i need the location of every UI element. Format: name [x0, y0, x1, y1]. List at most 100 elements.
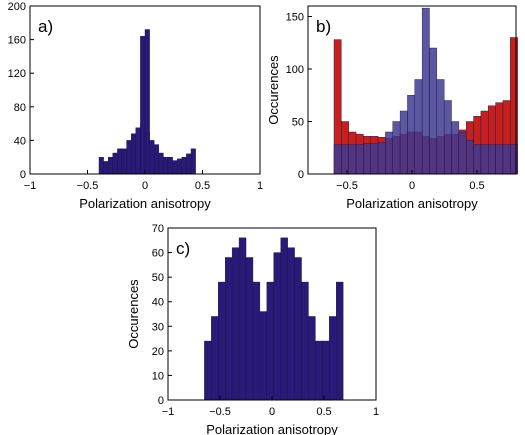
- x-tick-label: 0: [409, 180, 415, 192]
- y-tick-label: 150: [286, 12, 304, 24]
- histogram-bar: [231, 247, 240, 401]
- panel-label: a): [38, 17, 53, 36]
- y-tick-label: 70: [152, 223, 164, 235]
- histogram-bar: [480, 144, 489, 175]
- histogram-bar: [495, 144, 504, 175]
- histogram-bar: [176, 158, 182, 175]
- x-axis-label: Polarization anisotropy: [79, 196, 211, 211]
- y-tick-label: 60: [152, 248, 164, 260]
- histogram-bar: [341, 144, 349, 175]
- histogram-bar: [121, 148, 127, 175]
- histogram-bar: [451, 121, 460, 175]
- histogram-bar: [103, 161, 109, 175]
- histogram-bar: [204, 340, 212, 401]
- histogram-bar: [144, 29, 150, 175]
- histogram-bar: [287, 247, 295, 401]
- histogram-bar: [363, 143, 371, 175]
- histogram-bar: [218, 281, 226, 401]
- histogram-bar: [377, 142, 386, 175]
- histogram-bar: [333, 144, 342, 175]
- y-tick-label: 160: [8, 35, 26, 47]
- y-tick-label: 50: [292, 117, 304, 129]
- y-axis-label: Occurences: [126, 279, 141, 349]
- histogram-bar: [280, 237, 288, 401]
- x-axis-label: Polarization anisotropy: [206, 422, 338, 435]
- histogram-bar: [245, 257, 254, 401]
- histogram-bar: [273, 252, 281, 401]
- x-tick-label: 0.5: [469, 180, 484, 192]
- histogram-bar: [458, 131, 467, 175]
- histogram-bar: [153, 144, 159, 175]
- y-axis-label: Occurences: [0, 55, 3, 125]
- panel-a-chart: −1 −0.5 0 0.5 1 0 40 80 120 160 200 Polarization an…: [0, 1, 263, 211]
- histogram-bar: [211, 316, 219, 401]
- histogram-bar: [414, 79, 423, 175]
- panel-label: b): [316, 17, 331, 36]
- y-tick-label: 40: [14, 135, 26, 147]
- y-axis-label: Occurences: [266, 55, 281, 125]
- y-tick-label: 120: [8, 68, 26, 80]
- histogram-bar: [149, 140, 155, 175]
- histogram-bar: [355, 144, 364, 175]
- y-tick-label: 40: [152, 297, 164, 309]
- histogram-bar: [172, 160, 178, 175]
- histogram-bar: [190, 148, 196, 175]
- x-tick-label: 0.5: [195, 180, 210, 192]
- y-tick-label: 0: [158, 395, 164, 407]
- y-tick-label: 30: [152, 321, 164, 333]
- histogram-bar: [181, 156, 187, 175]
- x-tick-label: −0.5: [336, 180, 358, 192]
- y-tick-label: 0: [298, 169, 304, 181]
- histogram-bar: [225, 257, 233, 401]
- histogram-bar: [130, 133, 136, 175]
- x-tick-label: −1: [24, 180, 37, 192]
- histogram-bar: [294, 257, 302, 401]
- y-tick-label: 80: [14, 102, 26, 114]
- histogram-bar: [399, 110, 408, 175]
- histogram-bar: [98, 156, 104, 175]
- x-tick-label: −1: [162, 406, 175, 418]
- y-tick-label: 100: [286, 64, 304, 76]
- histogram-bar: [308, 316, 316, 401]
- histogram-bar: [117, 148, 123, 175]
- histogram-bar: [186, 153, 192, 175]
- histogram-bar: [466, 140, 474, 175]
- histogram-bar: [158, 152, 164, 175]
- y-tick-label: 0: [20, 169, 26, 181]
- x-tick-label: 0.5: [316, 406, 331, 418]
- histogram-bar: [266, 281, 274, 401]
- panel-label: c): [176, 239, 190, 258]
- histogram-bar: [140, 36, 146, 175]
- histogram-bar: [167, 156, 173, 175]
- histogram-bar: [315, 340, 323, 401]
- x-tick-label: −0.5: [209, 406, 231, 418]
- x-axis-label: Polarization anisotropy: [346, 196, 478, 211]
- histogram-bar: [502, 144, 511, 175]
- histogram-bar: [370, 143, 379, 175]
- histogram-bar: [407, 95, 415, 175]
- y-tick-label: 200: [8, 1, 26, 13]
- y-tick-label: 10: [152, 370, 164, 382]
- histogram-bar: [421, 7, 430, 175]
- histogram-bar: [429, 47, 438, 175]
- x-tick-label: 0: [142, 180, 148, 192]
- x-tick-label: 1: [373, 406, 379, 418]
- histogram-bar: [510, 144, 518, 175]
- y-tick-label: 50: [152, 272, 164, 284]
- histogram-bar: [112, 152, 118, 175]
- x-tick-label: −0.5: [77, 180, 99, 192]
- x-tick-label: 0: [269, 406, 275, 418]
- histogram-bar: [385, 131, 393, 175]
- histogram-bar: [335, 281, 344, 401]
- histogram-bar: [238, 237, 247, 401]
- histogram-bar: [436, 79, 445, 175]
- histogram-bar: [473, 144, 482, 175]
- histogram-bar: [443, 100, 452, 175]
- histogram-bar: [488, 144, 496, 175]
- histogram-bar: [329, 316, 337, 401]
- x-tick-label: 1: [257, 180, 263, 192]
- histogram-bar: [259, 311, 268, 401]
- histogram-bar: [163, 156, 169, 175]
